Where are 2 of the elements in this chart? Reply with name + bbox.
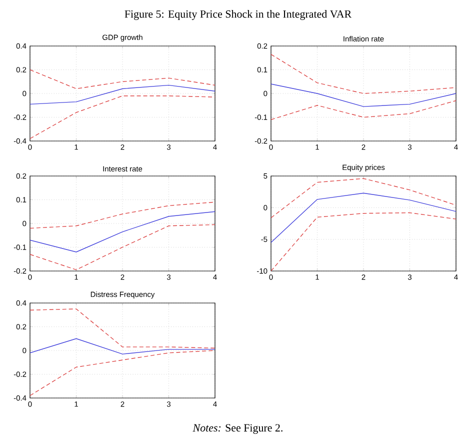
text: Notes: See Figure 2.: [192, 424, 282, 434]
caption: Figure 5: Equity Price Shock in the Integrated VAR: [124, 10, 352, 20]
